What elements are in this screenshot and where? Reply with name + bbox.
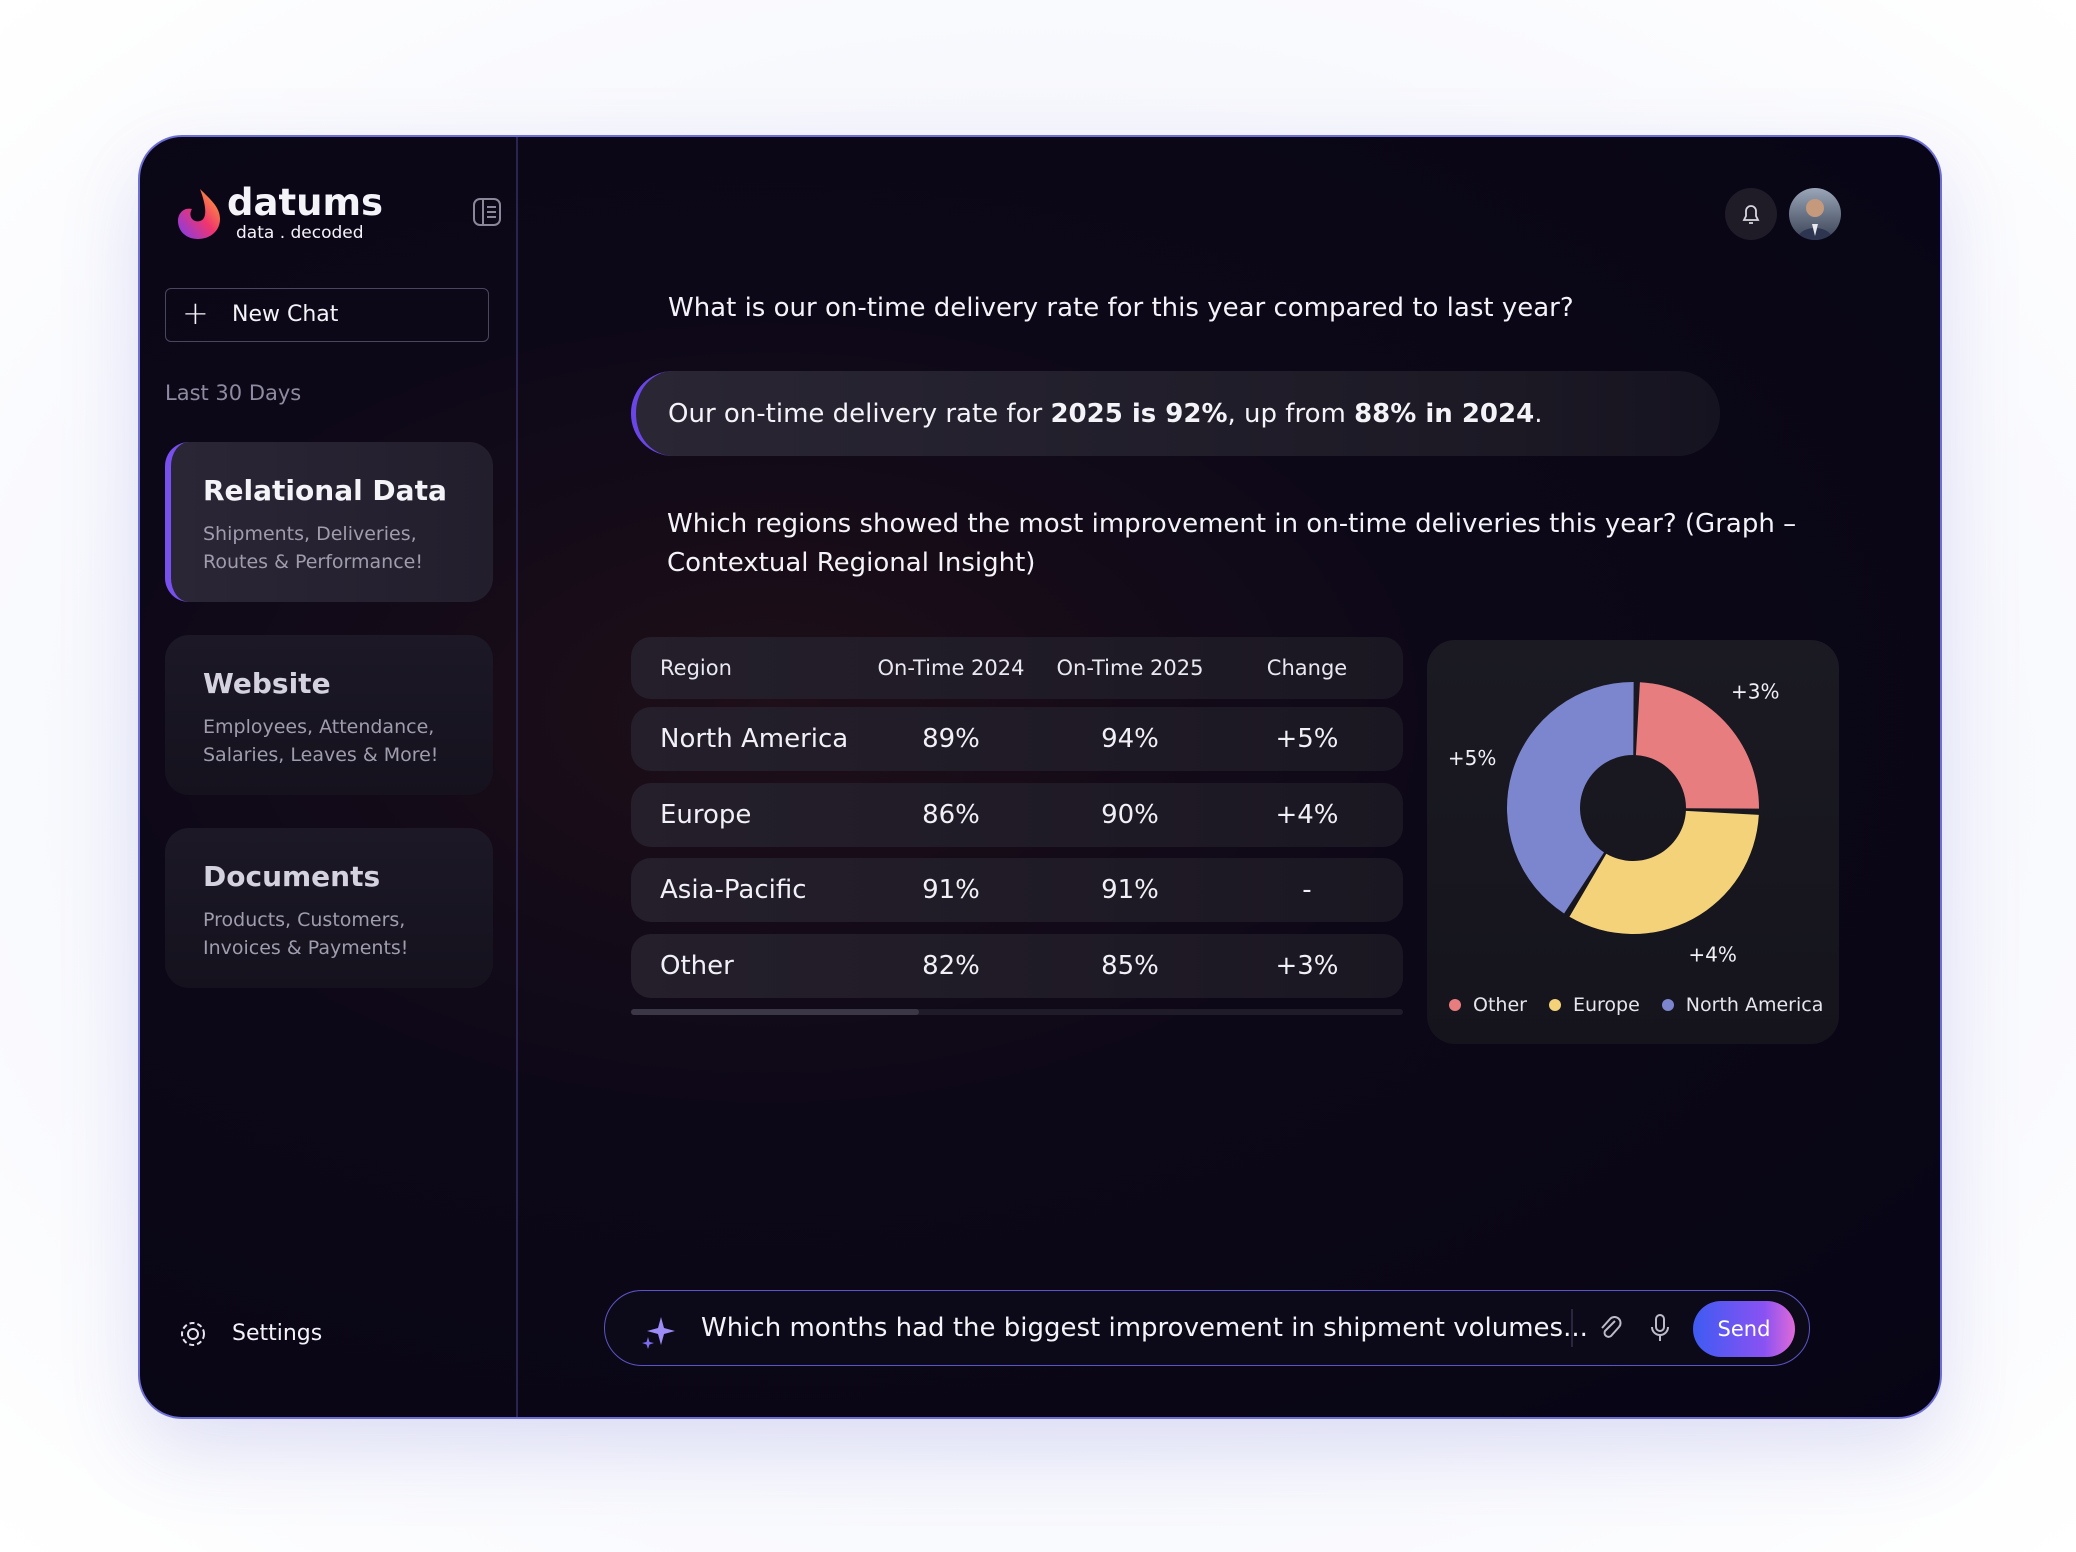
table-cell: 91%: [1101, 875, 1159, 905]
scrollbar-thumb[interactable]: [631, 1009, 919, 1015]
table-cell: +3%: [1275, 950, 1339, 981]
send-button[interactable]: Send: [1693, 1301, 1795, 1357]
sparkle-icon: [642, 1317, 675, 1349]
table-cell: Europe: [660, 799, 752, 830]
section-label: Last 30 Days: [165, 381, 302, 405]
donut-chart: +3% +4% +5%: [1448, 679, 1780, 966]
segment-label: +3%: [1731, 679, 1780, 703]
table-row: Other 82% 85% +3%: [631, 933, 1403, 998]
plus-icon: +: [182, 294, 209, 332]
logo-mark: [178, 189, 220, 239]
chat-item[interactable]: Documents Products, Customers, Invoices & …: [165, 828, 493, 988]
chat-item-description: Routes & Performance!: [203, 551, 423, 573]
legend-swatch: [1449, 999, 1461, 1011]
legend-label: Other: [1473, 994, 1527, 1016]
table-cell: 82%: [922, 950, 980, 981]
notifications-button[interactable]: [1725, 188, 1777, 240]
table-cell: +4%: [1275, 799, 1339, 830]
bell-icon: [1742, 205, 1760, 224]
donut-segment: [1569, 810, 1759, 934]
settings-icon[interactable]: [178, 1319, 208, 1349]
mic-icon[interactable]: [1645, 1311, 1675, 1345]
answer-segment: 88% in 2024: [1354, 399, 1535, 429]
table-cell: -: [1302, 875, 1312, 905]
chat-item[interactable]: Relational Data Shipments, Deliveries, Rou…: [165, 442, 493, 602]
table-cell: +5%: [1275, 724, 1339, 754]
chat-item-description: Products, Customers,: [203, 909, 406, 931]
user-question: Which regions showed the most improvemen…: [667, 505, 1796, 583]
table-row: Asia-Pacific 91% 91% -: [631, 858, 1403, 922]
user-question: What is our on-time delivery rate for th…: [668, 293, 1574, 323]
chat-item-title: Documents: [203, 860, 381, 893]
table-header: Region On-Time 2024 On-Time 2025 Change: [631, 637, 1403, 699]
legend-swatch: [1661, 999, 1674, 1011]
input-text[interactable]: Which months had the biggest improvement…: [701, 1313, 1588, 1343]
table-cell: 90%: [1101, 799, 1159, 830]
chat-input[interactable]: Which months had the biggest improvement…: [604, 1290, 1810, 1366]
chart-card: +3% +4% +5% Other Europe North America: [1427, 640, 1839, 1044]
table-row: North America 89% 94% +5%: [631, 707, 1403, 771]
donut-segment: [1635, 682, 1759, 809]
legend-label: North America: [1685, 994, 1824, 1016]
brand-tagline: data . decoded: [236, 223, 364, 243]
chat-item[interactable]: Website Employees, Attendance, Salaries, L…: [165, 635, 493, 795]
table-row: Europe 86% 90% +4%: [631, 782, 1403, 847]
chat-item-description: Invoices & Payments!: [203, 937, 409, 959]
table-cell: 85%: [1101, 950, 1159, 981]
donut-segment: [1507, 682, 1634, 914]
answer-segment: 2025 is 92%: [1050, 399, 1228, 429]
collapse-sidebar-icon[interactable]: [472, 197, 502, 227]
chat-item-description: Shipments, Deliveries,: [203, 523, 417, 545]
chart-legend: Other Europe North America: [1449, 994, 1823, 1016]
chat-item-description: Employees, Attendance,: [203, 716, 435, 738]
legend-item: North America: [1661, 994, 1824, 1016]
segment-label: +4%: [1688, 942, 1737, 966]
legend-item: Other: [1449, 994, 1527, 1016]
sidebar-divider: [516, 137, 518, 1417]
table-cell: Other: [660, 950, 734, 981]
settings-label[interactable]: Settings: [232, 1321, 323, 1346]
user-avatar[interactable]: [1789, 188, 1841, 240]
column-header: Region: [660, 656, 732, 680]
chat-item-title: Website: [203, 667, 331, 700]
attach-icon[interactable]: [1595, 1313, 1625, 1343]
table-cell: 94%: [1101, 724, 1159, 754]
column-header: On-Time 2024: [877, 656, 1025, 680]
table-cell: Asia-Pacific: [660, 875, 807, 905]
question-line: Which regions showed the most improvemen…: [667, 509, 1797, 539]
question-line: Contextual Regional Insight): [667, 548, 1036, 578]
legend-swatch: [1548, 999, 1561, 1011]
column-header: On-Time 2025: [1056, 656, 1204, 680]
table-cell: 89%: [922, 724, 980, 754]
column-header: Change: [1266, 656, 1348, 680]
table-scrollbar[interactable]: [631, 1009, 1403, 1015]
answer-segment: Our on-time delivery rate for: [668, 399, 1051, 429]
avatar-figure: [1797, 199, 1833, 240]
table-cell: 86%: [922, 799, 980, 830]
legend-item: Europe: [1548, 994, 1640, 1016]
chat-item-description: Salaries, Leaves & More!: [203, 744, 439, 766]
answer-text: Our on-time delivery rate for 2025 is 92…: [668, 399, 1542, 429]
answer-segment: , up from: [1227, 399, 1355, 429]
table-cell: North America: [660, 724, 849, 754]
legend-label: Europe: [1572, 994, 1640, 1016]
brand-name: datums: [227, 181, 384, 224]
answer-bubble: Our on-time delivery rate for 2025 is 92…: [631, 371, 1720, 456]
chat-item-title: Relational Data: [203, 474, 447, 507]
new-chat-label: New Chat: [232, 302, 339, 327]
table-cell: 91%: [922, 875, 980, 905]
input-separator: [1571, 1309, 1573, 1347]
segment-label: +5%: [1448, 746, 1497, 770]
new-chat-button[interactable]: + New Chat: [165, 288, 489, 342]
answer-segment: .: [1534, 399, 1543, 429]
app-window: datums data . decoded + New Chat Last 30…: [138, 135, 1942, 1419]
